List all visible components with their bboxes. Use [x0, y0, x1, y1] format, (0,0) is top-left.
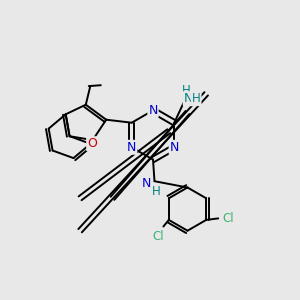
Text: H: H [152, 185, 160, 198]
Text: Cl: Cl [222, 212, 234, 225]
Text: N: N [169, 141, 179, 154]
Text: N: N [184, 92, 193, 105]
Text: N: N [148, 104, 158, 117]
Text: Cl: Cl [152, 230, 164, 244]
Text: H: H [182, 84, 191, 97]
Text: H: H [192, 92, 201, 105]
Text: N: N [141, 177, 151, 190]
Text: O: O [87, 137, 97, 150]
Text: N: N [127, 141, 136, 154]
